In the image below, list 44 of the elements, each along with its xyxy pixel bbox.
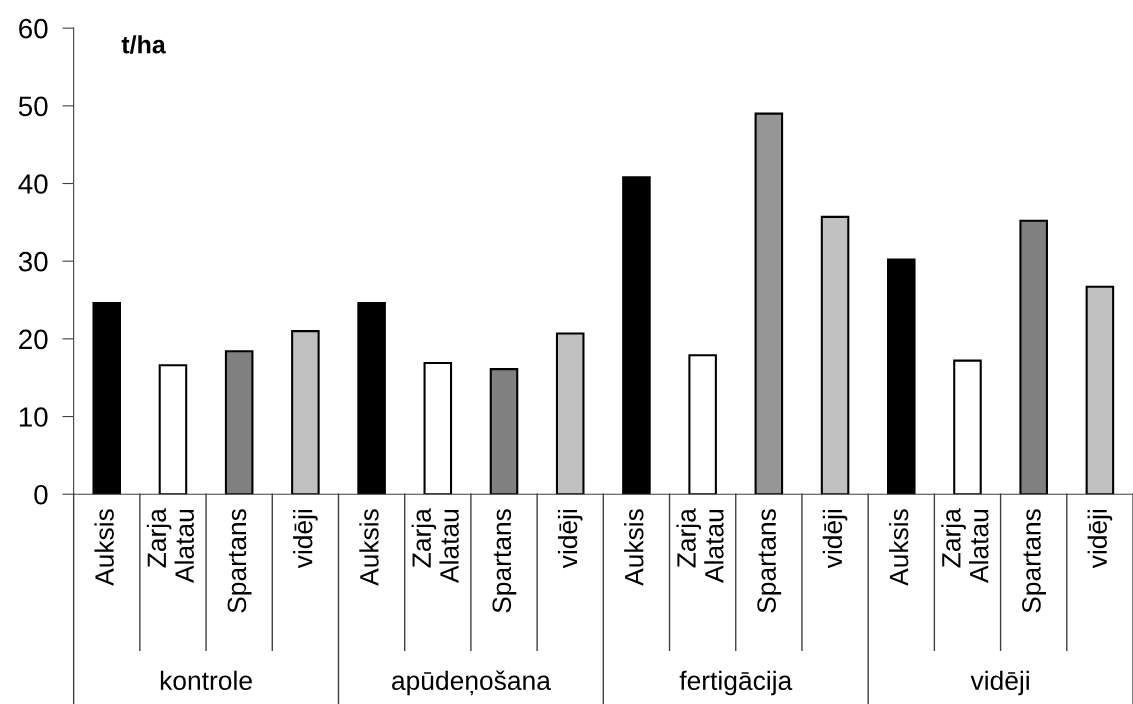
y-tick-label: 40 (18, 174, 48, 194)
x-tick-label: Spartans (227, 509, 252, 613)
x-tick-label: vidēji (1087, 509, 1113, 569)
bar (754, 112, 784, 495)
y-tick-label: 20 (19, 329, 48, 350)
text: vidēji (970, 670, 1029, 696)
x-tick-label: vidēji (293, 509, 318, 569)
bar (688, 354, 717, 495)
y-tick-label: 30 (18, 251, 48, 272)
bar (357, 302, 386, 495)
y-tick-label: 50 (18, 96, 48, 117)
x-tick-label: Zarja Alatau (146, 508, 194, 583)
bar (1019, 219, 1048, 495)
bar (423, 361, 453, 495)
text: fertigācija (679, 670, 793, 696)
text: kontrole (160, 670, 252, 691)
x-tick-label: Zarja Alatau (411, 508, 459, 583)
bar (224, 350, 254, 495)
bar (1085, 285, 1115, 495)
bar (489, 368, 519, 495)
y-axis-title: t/ha (121, 35, 166, 54)
x-tick-label: Spartans (492, 509, 517, 613)
x-tick-label: Zarja Alatau (941, 508, 989, 583)
x-tick-label: vidēji (822, 509, 848, 569)
bar (158, 364, 188, 495)
y-tick-label: 0 (34, 484, 48, 505)
x-tick-label: Auksis (624, 509, 644, 586)
x-tick-label: Auksis (888, 509, 909, 586)
bar (622, 176, 651, 495)
bar (92, 302, 122, 495)
x-tick-label: vidēji (557, 509, 583, 569)
x-tick-label: Zarja Alatau (676, 508, 724, 583)
bar (886, 258, 916, 495)
bar (555, 332, 585, 495)
bar (953, 359, 982, 495)
y-tick-label: 10 (19, 407, 48, 427)
x-tick-label: Auksis (359, 509, 379, 586)
x-tick-label: Spartans (1022, 509, 1046, 613)
bar (291, 330, 320, 495)
y-tick-label: 60 (19, 18, 48, 39)
bar (820, 215, 850, 495)
x-tick-label: Spartans (757, 509, 782, 613)
x-tick-label: Auksis (94, 509, 114, 586)
text: apūdeņošana (392, 670, 551, 696)
